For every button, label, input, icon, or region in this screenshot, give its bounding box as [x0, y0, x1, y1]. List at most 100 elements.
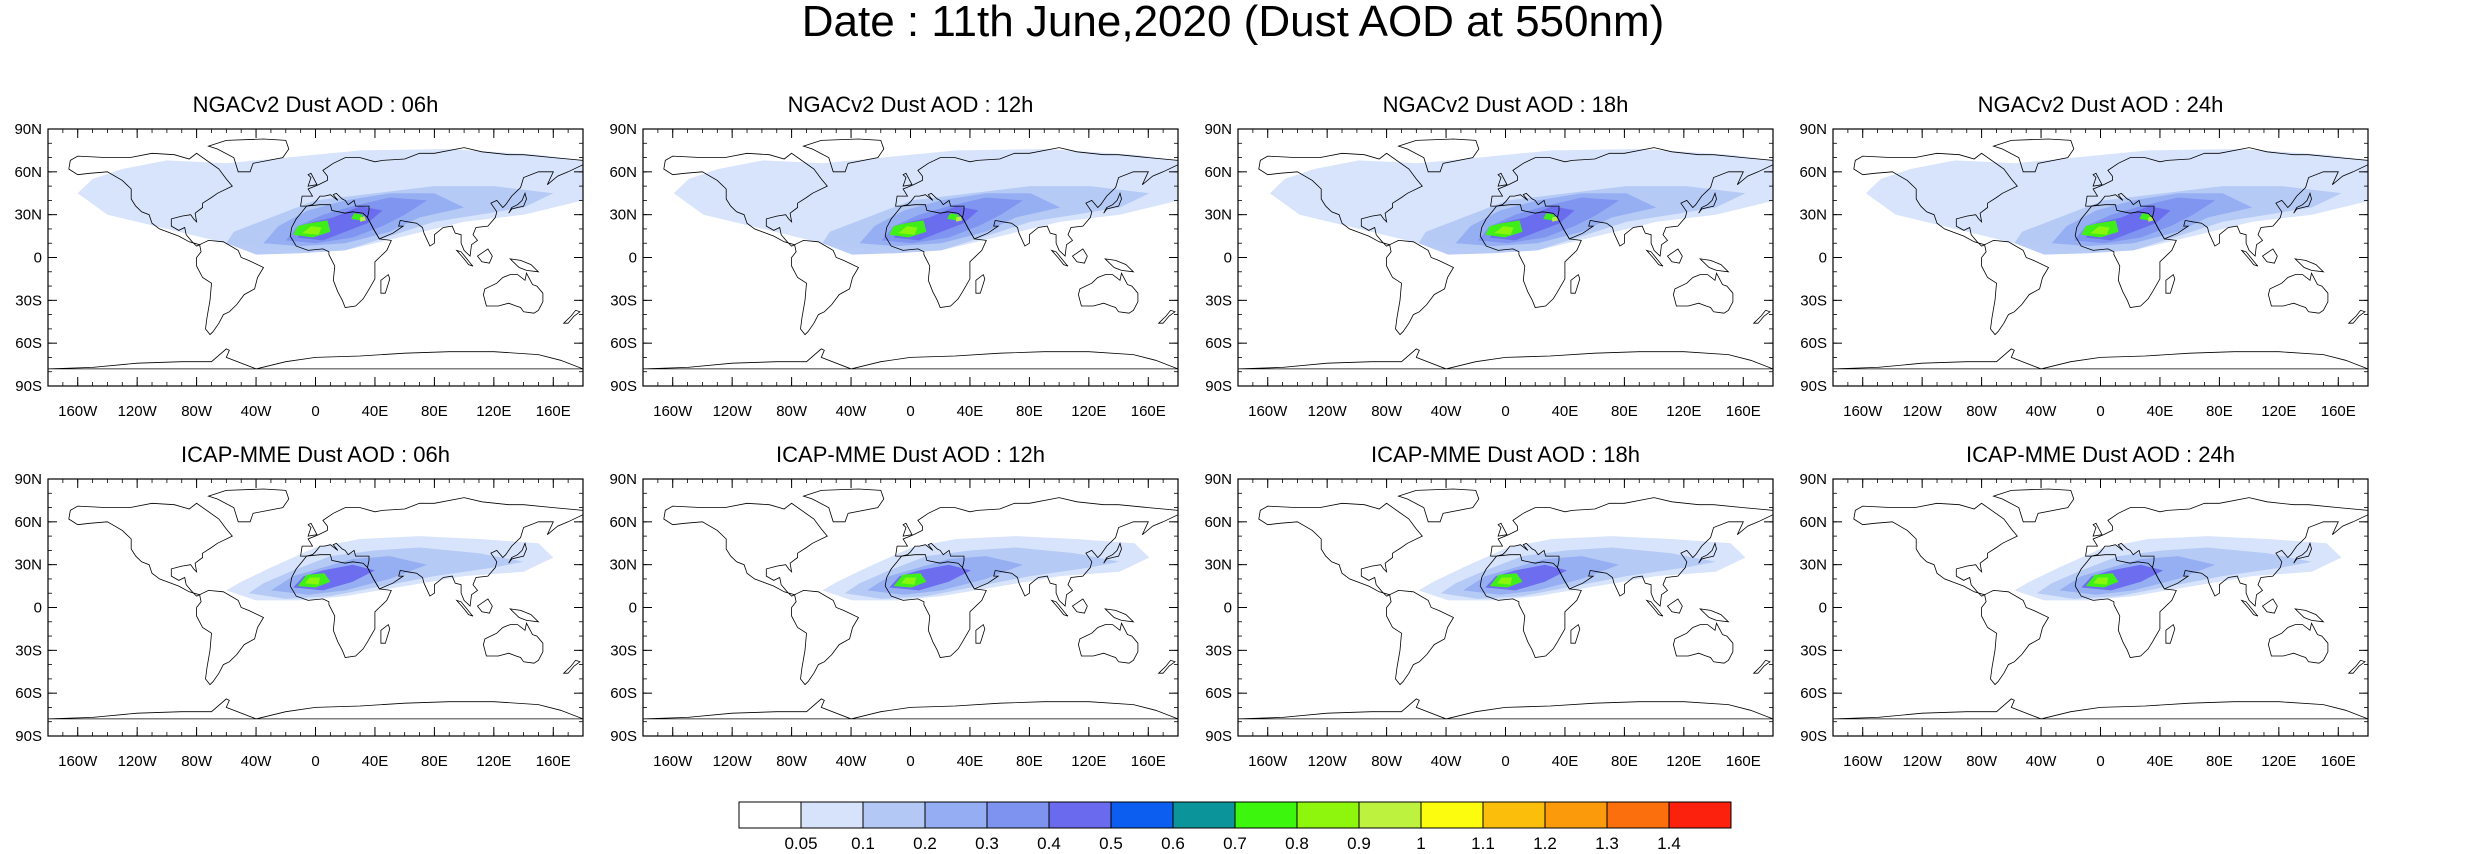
lon-tick-label: 40E	[2147, 403, 2174, 420]
coastline	[2165, 623, 2176, 644]
coastline	[1479, 204, 1582, 308]
map-plot: 90N 60N 30N 0 30S 60S 90S 160W 120W 80W 40W 0 40E 80E…	[609, 471, 1179, 770]
colorbar-level-label: 1.2	[1533, 834, 1557, 853]
panel-title: NGACv2 Dust AOD : 12h	[787, 92, 1034, 117]
lon-tick-label: 0	[311, 753, 319, 770]
lat-tick-label: 90S	[1205, 728, 1232, 745]
lon-tick-label: 40E	[362, 403, 389, 420]
coastline	[476, 248, 493, 264]
lon-tick-label: 120E	[2261, 753, 2296, 770]
coastline	[643, 348, 1178, 370]
map-panel: ICAP-MME Dust AOD : 06h 90N 60N 30N 0 30S 60S 9…	[0, 442, 584, 792]
lat-tick-label: 60N	[14, 514, 42, 531]
coastline	[2347, 659, 2366, 674]
lon-tick-label: 120W	[713, 753, 753, 770]
dust-aod-contour	[898, 226, 918, 235]
lon-tick-label: 160W	[58, 403, 98, 420]
lon-tick-label: 160E	[536, 403, 571, 420]
coastline	[975, 273, 986, 294]
colorbar-level-label: 0.05	[784, 834, 818, 853]
map-plot: 90N 60N 30N 0 30S 60S 90S 160W 120W 80W 40W 0 40E 80E…	[609, 121, 1179, 420]
dust-aod-contour	[901, 577, 916, 585]
lon-tick-label: 40W	[836, 753, 868, 770]
lon-tick-label: 40W	[1431, 753, 1463, 770]
lat-tick-label: 0	[1224, 600, 1232, 617]
coastline	[508, 192, 527, 214]
coastline	[1386, 239, 1455, 336]
lat-tick-label: 30S	[610, 642, 637, 659]
lat-tick-label: 30N	[1799, 207, 1827, 224]
lat-tick-label: 60S	[610, 685, 637, 702]
dust-aod-contour	[1552, 216, 1559, 222]
colorbar-level-label: 1	[1416, 834, 1426, 853]
lon-tick-label: 0	[311, 403, 319, 420]
colorbar-level-label: 0.4	[1037, 834, 1061, 853]
colorbar-box	[1606, 801, 1670, 829]
coastline	[1981, 589, 2050, 686]
lon-tick-label: 80E	[2206, 753, 2233, 770]
coastline	[1397, 488, 1480, 523]
lon-tick-label: 160W	[58, 753, 98, 770]
map-background	[48, 479, 583, 736]
coastline	[300, 147, 583, 257]
lat-tick-label: 90S	[610, 378, 637, 395]
coastline	[1666, 598, 1683, 614]
lat-tick-label: 30N	[609, 557, 637, 574]
lat-tick-label: 90N	[14, 121, 42, 138]
map-panel: NGACv2 Dust AOD : 18h 90N 60N 30N 0 30S 60S 90S…	[1190, 92, 1774, 442]
coastline	[1103, 192, 1122, 214]
coastline	[1071, 248, 1088, 264]
coastline	[476, 598, 493, 614]
coastline	[1698, 192, 1717, 214]
lat-tick-label: 0	[1819, 250, 1827, 267]
colorbar-box	[862, 801, 926, 829]
coastline	[1050, 599, 1069, 617]
map-panel: ICAP-MME Dust AOD : 24h 90N 60N 30N 0 30S 60S 9…	[1785, 442, 2369, 792]
lon-tick-label: 80W	[1371, 753, 1403, 770]
lat-tick-label: 90N	[609, 121, 637, 138]
colorbar-box	[1296, 801, 1360, 829]
lon-tick-label: 120E	[476, 753, 511, 770]
dust-aod-contour	[1497, 577, 1513, 585]
coastline	[482, 622, 544, 664]
coastline	[1071, 598, 1088, 614]
coastline	[1077, 272, 1139, 314]
lat-tick-label: 30S	[1205, 642, 1232, 659]
lat-tick-label: 60N	[609, 514, 637, 531]
lon-tick-label: 120E	[1071, 403, 1106, 420]
lat-tick-label: 60S	[1205, 685, 1232, 702]
coastline	[68, 502, 233, 597]
colorbar-box	[986, 801, 1050, 829]
coastline	[1752, 309, 1771, 324]
colorbar-box	[1668, 801, 1732, 829]
coastline	[1570, 623, 1581, 644]
coastline	[802, 138, 885, 173]
lon-tick-label: 0	[906, 403, 914, 420]
colorbar-level-label: 1.3	[1595, 834, 1619, 853]
dust-aod-contour	[947, 213, 960, 221]
coastline	[1104, 258, 1135, 273]
lon-tick-label: 80E	[1016, 753, 1043, 770]
map-plot: 90N 60N 30N 0 30S 60S 90S 160W 120W 80W 40W 0 40E 80E…	[1204, 121, 1774, 420]
lon-tick-label: 160W	[1248, 753, 1288, 770]
lat-tick-label: 30S	[610, 292, 637, 309]
coastline	[895, 147, 1178, 257]
coastline	[2240, 599, 2259, 617]
panel-title: NGACv2 Dust AOD : 06h	[192, 92, 439, 117]
coastline	[380, 623, 391, 644]
colorbar-level-label: 1.4	[1657, 834, 1681, 853]
panel-title: ICAP-MME Dust AOD : 24h	[1966, 442, 2235, 467]
lat-tick-label: 60S	[610, 335, 637, 352]
coastline	[902, 522, 913, 537]
coastline	[1077, 622, 1139, 664]
panel-title: NGACv2 Dust AOD : 18h	[1382, 92, 1629, 117]
lon-tick-label: 80W	[1966, 753, 1998, 770]
lat-tick-label: 90N	[609, 471, 637, 488]
coastline	[791, 589, 860, 686]
coastline	[1238, 698, 1773, 720]
dust-aod-contour	[1494, 226, 1514, 235]
coastline	[455, 249, 474, 267]
coastline	[895, 497, 1178, 607]
coastline	[2092, 172, 2103, 187]
lon-tick-label: 0	[906, 753, 914, 770]
